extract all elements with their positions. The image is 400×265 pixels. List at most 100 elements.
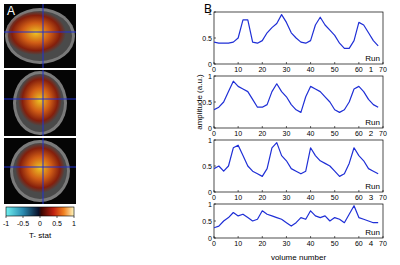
plot-frame: [214, 76, 383, 128]
colorbar-tick: [23, 216, 24, 218]
plot-area: [214, 15, 378, 49]
brain-slice: [4, 4, 76, 68]
x-tick-label: 60: [355, 130, 363, 137]
colorbar-tick: [40, 216, 41, 218]
y-tick-label: 0: [208, 189, 212, 196]
run-label: Run: [365, 118, 380, 127]
y-tick: [214, 38, 216, 39]
y-tick: [214, 76, 216, 77]
y-tick: [214, 238, 216, 239]
x-tick: [383, 126, 384, 128]
series-line: [214, 81, 378, 112]
x-tick: [334, 62, 335, 64]
x-tick: [238, 190, 239, 192]
y-tick: [214, 192, 216, 193]
x-tick: [334, 126, 335, 128]
x-tick: [286, 62, 287, 64]
x-tick: [383, 236, 384, 238]
slice-background: [4, 70, 76, 136]
colorbar-tick-label: 1: [72, 220, 76, 227]
x-tick: [238, 236, 239, 238]
x-tick-label: 10: [234, 66, 242, 73]
x-tick-label: 60: [355, 194, 363, 201]
x-tick-label: 70: [379, 240, 387, 247]
panel-label: B: [204, 2, 212, 16]
plot-area: [214, 143, 378, 177]
x-tick-label: 10: [234, 194, 242, 201]
x-tick-label: 30: [283, 194, 291, 201]
x-tick-label: 20: [258, 240, 266, 247]
x-tick-label: 0: [212, 194, 216, 201]
colorbar-tick: [6, 216, 7, 218]
crosshair: [4, 99, 76, 100]
crosshair: [43, 138, 44, 204]
run-number: 1: [369, 65, 374, 74]
line-chart: 01020304050607000.51Run1: [202, 9, 387, 75]
x-tick-label: 70: [379, 66, 387, 73]
colorbar-tick-label: 0.5: [52, 220, 62, 227]
x-tick-label: 40: [307, 240, 315, 247]
activation: [18, 74, 62, 126]
x-tick: [310, 236, 311, 238]
x-tick-label: 60: [355, 66, 363, 73]
crosshair: [43, 70, 44, 136]
plot-frame: [214, 204, 383, 238]
figure: -1-0.500.51T- statAB01020304050607000.51…: [0, 0, 400, 265]
plot-area: [214, 81, 378, 112]
x-tick: [358, 190, 359, 192]
colorbar-tick: [57, 216, 58, 218]
x-tick: [358, 126, 359, 128]
x-tick-label: 70: [379, 194, 387, 201]
run-label: Run: [365, 228, 380, 237]
run-number: 2: [369, 129, 374, 138]
y-tick-label: 0: [208, 235, 212, 242]
colorbar-tick-label: 0: [38, 220, 42, 227]
x-tick-label: 40: [307, 66, 315, 73]
x-tick: [358, 62, 359, 64]
plot-area: [214, 206, 378, 228]
run-number: 3: [369, 193, 374, 202]
x-tick: [310, 126, 311, 128]
x-tick-label: 10: [234, 240, 242, 247]
x-tick-label: 0: [212, 66, 216, 73]
brain-slice: [4, 70, 76, 136]
y-tick-label: 0.5: [202, 163, 212, 170]
y-tick: [214, 64, 216, 65]
crosshair: [4, 167, 76, 168]
run-number: 4: [369, 239, 374, 248]
x-tick-label: 20: [258, 130, 266, 137]
y-tick: [214, 102, 216, 103]
x-tick-label: 20: [258, 194, 266, 201]
x-tick-label: 50: [331, 240, 339, 247]
x-tick-label: 50: [331, 194, 339, 201]
x-tick: [358, 236, 359, 238]
y-tick: [214, 140, 216, 141]
y-tick-label: 0.5: [202, 218, 212, 225]
series-line: [214, 206, 378, 228]
x-axis-label: volume number: [271, 253, 326, 262]
head: [10, 140, 70, 202]
series-line: [214, 15, 378, 49]
line-chart: 01020304050607000.51Run2amplitude (a.u.): [195, 73, 387, 139]
slice-background: [4, 4, 76, 68]
colorbar-label: T- stat: [29, 231, 52, 240]
y-tick-label: 1: [208, 137, 212, 144]
run-label: Run: [365, 182, 380, 191]
line-chart: 01020304050607000.51Run4volume number: [202, 201, 387, 263]
x-tick-label: 30: [283, 240, 291, 247]
panel-label: A: [7, 4, 15, 18]
y-tick: [214, 12, 216, 13]
x-tick: [383, 62, 384, 64]
brain-slice: [4, 138, 76, 204]
x-tick-label: 0: [212, 130, 216, 137]
x-tick: [262, 126, 263, 128]
x-tick-label: 20: [258, 66, 266, 73]
y-tick-label: 1: [208, 201, 212, 208]
colorbar-tick-label: -0.5: [17, 220, 29, 227]
x-tick-label: 50: [331, 130, 339, 137]
x-tick: [262, 62, 263, 64]
x-tick-label: 0: [212, 240, 216, 247]
brain: [13, 143, 67, 199]
series-line: [214, 143, 378, 177]
colorbar-tick-label: -1: [3, 220, 9, 227]
